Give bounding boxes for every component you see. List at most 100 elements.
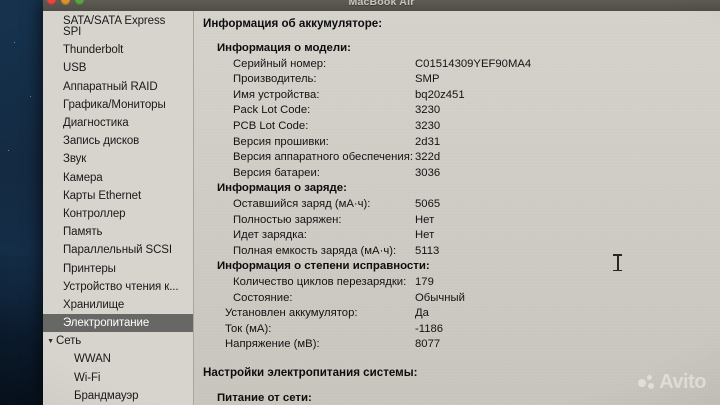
wallpaper-star: [30, 96, 31, 97]
info-row: Серийный номер: C01514309YEF90MA4: [203, 57, 720, 73]
info-row-value: 179: [415, 275, 434, 288]
sidebar-item-14[interactable]: Принтеры: [43, 259, 193, 277]
info-row: Напряжение (мВ): 8077: [203, 337, 720, 353]
sidebar-item-label: Запись дисков: [63, 135, 140, 148]
info-row-label: Pack Lot Code:: [233, 104, 311, 117]
wallpaper-star: [8, 150, 9, 151]
battery-info-list: Информация о модели: Серийный номер: C0151…: [203, 41, 720, 405]
sidebar-item-13[interactable]: Параллельный SCSI: [43, 241, 193, 259]
sidebar-item-7[interactable]: Запись дисков: [43, 132, 193, 150]
info-row: PCB Lot Code: 3230: [203, 119, 720, 135]
sidebar-item-4[interactable]: Аппаратный RAID: [43, 78, 193, 96]
sidebar-item-label: WWAN: [74, 353, 111, 366]
info-row: Версия прошивки: 2d31: [203, 135, 720, 151]
sidebar-item-label: Диагностика: [63, 117, 129, 130]
info-row: Установлен аккумулятор: Да: [203, 306, 720, 322]
sidebar-item-18[interactable]: ▼ Сеть: [43, 332, 193, 350]
info-row: Производитель: SMP: [203, 72, 720, 88]
info-row: Полная емкость заряда (мА·ч): 5113: [203, 244, 720, 260]
info-row: Версия батареи: 3036: [203, 166, 720, 182]
sidebar-item-12[interactable]: Память: [43, 223, 193, 241]
sidebar-item-label: Параллельный SCSI: [63, 244, 172, 257]
info-row-value: 3230: [415, 104, 441, 117]
sidebar-item-10[interactable]: Карты Ethernet: [43, 187, 193, 205]
info-row-value: SMP: [415, 73, 440, 86]
info-row-label: Версия аппаратного обеспечения:: [233, 151, 413, 164]
sidebar-item-label: Электропитание: [63, 317, 150, 330]
info-row: Идет зарядка: Нет: [203, 228, 720, 244]
info-row-value: 3230: [415, 119, 441, 132]
window-controls: [47, 0, 84, 5]
content-pane: Информация об аккумуляторе: Информация о…: [194, 11, 720, 405]
info-row-value: 8077: [415, 338, 441, 351]
info-row-value: Обычный: [415, 291, 465, 304]
sidebar-item-16[interactable]: Хранилище: [43, 296, 193, 314]
sidebar-item-21[interactable]: Брандмауэр: [43, 387, 193, 405]
window-title: MacBook Air: [348, 0, 415, 8]
info-row-label: Серийный номер:: [233, 57, 327, 70]
sidebar-item-label: Устройство чтения к...: [63, 280, 179, 293]
window-body: SATA/SATA Express SPI Thunderbolt USB Аппара…: [43, 11, 720, 405]
info-row: Полностью заряжен: Нет: [203, 213, 720, 229]
section-gap: [203, 353, 720, 366]
chevron-down-icon[interactable]: ▼: [47, 337, 54, 345]
sidebar[interactable]: SATA/SATA Express SPI Thunderbolt USB Аппара…: [43, 11, 194, 405]
sidebar-item-3[interactable]: USB: [43, 59, 193, 77]
sidebar-item-label: Звук: [63, 153, 87, 166]
sidebar-item-label: USB: [63, 62, 87, 75]
info-row-label: Производитель:: [233, 73, 317, 86]
sidebar-item-17[interactable]: Электропитание: [43, 314, 193, 333]
info-row-label: Идет зарядка:: [233, 229, 307, 242]
info-row: Оставшийся заряд (мА·ч): 5065: [203, 197, 720, 213]
sidebar-item-label: Сеть: [56, 335, 82, 348]
sidebar-item-label: SATA/SATA Express: [63, 15, 166, 27]
info-row: Ток (мА): -1186: [203, 322, 720, 338]
sidebar-item-label: Контроллер: [63, 207, 126, 220]
settings-group-heading: Питание от сети:: [217, 391, 312, 404]
sidebar-item-0[interactable]: SATA/SATA Express: [43, 11, 193, 27]
minimize-button[interactable]: [61, 0, 70, 5]
info-row-label: PCB Lot Code:: [233, 119, 309, 132]
close-button[interactable]: [47, 0, 56, 5]
page-title: Информация об аккумуляторе:: [203, 17, 383, 30]
window-titlebar[interactable]: MacBook Air: [43, 0, 720, 11]
info-row-label: Имя устройства:: [233, 88, 320, 101]
info-row-value: 3036: [415, 166, 441, 179]
group-heading-2: Информация о степени исправности:: [217, 260, 430, 273]
desktop-wallpaper: [0, 255, 44, 405]
info-row: Количество циклов перезарядки: 179: [203, 275, 720, 291]
sidebar-item-label: Принтеры: [63, 262, 116, 275]
info-row-value: 5113: [415, 244, 440, 257]
info-row: Имя устройства: bq20z451: [203, 88, 720, 104]
info-row: Версия аппаратного обеспечения: 322d: [203, 150, 720, 166]
sidebar-item-8[interactable]: Звук: [43, 150, 193, 168]
info-row-label: Установлен аккумулятор:: [225, 307, 358, 320]
info-row-label: Версия батареи:: [233, 166, 320, 179]
section-gap: [203, 379, 720, 391]
info-row-label: Оставшийся заряд (мА·ч):: [233, 197, 371, 210]
sidebar-item-2[interactable]: Thunderbolt: [43, 41, 193, 59]
sidebar-item-11[interactable]: Контроллер: [43, 205, 193, 223]
sidebar-item-15[interactable]: Устройство чтения к...: [43, 278, 193, 296]
info-row-value: Да: [415, 307, 429, 320]
info-row-label: Версия прошивки:: [233, 135, 329, 148]
info-row-label: Состояние:: [233, 291, 293, 304]
sidebar-item-20[interactable]: Wi-Fi: [43, 369, 193, 387]
info-row-label: Напряжение (мВ):: [225, 338, 320, 351]
zoom-button[interactable]: [75, 0, 84, 5]
sidebar-item-label: SPI: [63, 26, 82, 39]
sidebar-item-1[interactable]: SPI: [43, 23, 193, 41]
sidebar-item-6[interactable]: Диагностика: [43, 114, 193, 132]
info-row-label: Ток (мА):: [225, 322, 272, 335]
info-row-value: 5065: [415, 197, 441, 210]
info-row-value: bq20z451: [415, 88, 465, 101]
settings-heading: Настройки электропитания системы:: [203, 365, 418, 379]
sidebar-item-9[interactable]: Камера: [43, 169, 193, 187]
sidebar-item-5[interactable]: Графика/Мониторы: [43, 96, 193, 114]
sidebar-item-19[interactable]: WWAN: [43, 350, 193, 368]
sidebar-item-label: Карты Ethernet: [63, 189, 142, 202]
info-row-label: Полностью заряжен:: [233, 213, 342, 226]
sidebar-item-label: Брандмауэр: [74, 389, 139, 402]
info-row: Состояние: Обычный: [203, 291, 720, 307]
